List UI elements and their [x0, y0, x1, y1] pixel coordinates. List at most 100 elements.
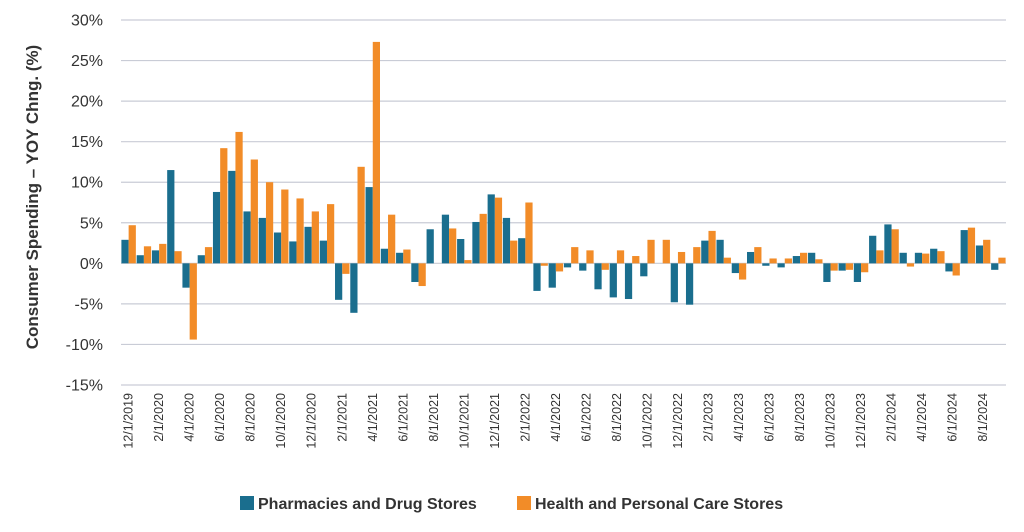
bar-pharmacies: [518, 238, 526, 264]
bar-pharmacies: [853, 263, 862, 282]
bar-health-personal-care: [342, 263, 350, 274]
bar-health-personal-care: [738, 263, 747, 280]
x-tick-label: 12/1/2023: [854, 393, 868, 449]
bar-health-personal-care: [586, 250, 594, 264]
x-tick-label: 12/1/2019: [122, 393, 136, 449]
bar-health-personal-care: [693, 247, 701, 264]
bar-pharmacies: [197, 255, 205, 264]
bar-pharmacies: [960, 230, 968, 264]
bar-pharmacies: [533, 263, 541, 291]
bar-health-personal-care: [250, 159, 258, 264]
bar-pharmacies: [258, 217, 266, 264]
bar-health-personal-care: [525, 202, 533, 264]
bar-health-personal-care: [235, 131, 243, 264]
bar-pharmacies: [304, 226, 312, 264]
bar-health-personal-care: [159, 243, 167, 264]
bar-health-personal-care: [281, 189, 289, 264]
x-tick-label: 4/1/2022: [549, 393, 563, 442]
bar-pharmacies: [899, 252, 907, 264]
bar-pharmacies: [884, 224, 892, 264]
bar-health-personal-care: [494, 197, 503, 264]
bar-pharmacies: [335, 263, 343, 300]
bar-pharmacies: [701, 240, 709, 264]
y-tick-label: 20%: [71, 94, 103, 111]
bar-health-personal-care: [601, 263, 609, 270]
x-tick-label: 10/1/2020: [274, 393, 288, 449]
x-tick-label: 8/1/2020: [244, 393, 258, 442]
bar-health-personal-care: [800, 252, 808, 264]
bar-health-personal-care: [998, 257, 1006, 264]
bar-health-personal-care: [479, 213, 487, 264]
y-axis: -15% -10% -5% 0% 5% 10% 15% 20% 25% 30%: [66, 13, 103, 395]
bar-health-personal-care: [220, 148, 228, 264]
bar-health-personal-care: [128, 225, 136, 264]
bar-health-personal-care: [449, 228, 457, 264]
bar-health-personal-care: [815, 259, 823, 264]
bar-pharmacies: [228, 170, 236, 264]
bar-health-personal-care: [174, 251, 182, 264]
bar-pharmacies: [808, 252, 816, 264]
bar-health-personal-care: [326, 204, 335, 264]
bar-health-personal-care: [647, 239, 655, 264]
bar-pharmacies: [151, 250, 160, 264]
bar-pharmacies: [121, 239, 129, 264]
x-tick-label: 12/1/2020: [305, 393, 319, 449]
bar-pharmacies: [685, 263, 694, 305]
bar-health-personal-care: [983, 239, 991, 264]
bar-pharmacies: [457, 239, 465, 264]
y-tick-label: 25%: [71, 53, 103, 70]
bar-pharmacies: [624, 263, 633, 300]
bar-pharmacies: [350, 263, 358, 313]
bar-pharmacies: [945, 263, 953, 272]
bar-health-personal-care: [616, 250, 625, 264]
legend: Pharmacies and Drug Stores Health and Per…: [240, 496, 783, 513]
x-tick-label: 8/1/2021: [427, 393, 441, 442]
bar-pharmacies: [640, 263, 648, 277]
bar-health-personal-care: [891, 229, 899, 264]
y-tick-label: -10%: [66, 337, 103, 354]
bar-health-personal-care: [754, 247, 762, 264]
bar-pharmacies: [487, 194, 495, 264]
bar-health-personal-care: [265, 182, 274, 264]
x-tick-label: 6/1/2020: [213, 393, 227, 442]
bar-pharmacies: [167, 170, 175, 264]
bar-health-personal-care: [952, 263, 960, 276]
bar-pharmacies: [182, 263, 190, 288]
bar-pharmacies: [914, 252, 923, 264]
bar-pharmacies: [212, 191, 221, 264]
bar-health-personal-care: [830, 263, 838, 271]
bar-pharmacies: [991, 263, 999, 270]
x-tick-label: 10/1/2021: [457, 393, 471, 449]
bar-pharmacies: [441, 214, 450, 264]
x-axis: 12/1/2019 2/1/2020 4/1/2020 6/1/2020 8/1/202…: [122, 393, 990, 449]
bar-health-personal-care: [296, 198, 304, 264]
bar-pharmacies: [319, 240, 327, 264]
x-tick-label: 6/1/2024: [946, 393, 960, 442]
x-tick-label: 6/1/2022: [579, 393, 593, 442]
bar-health-personal-care: [967, 227, 976, 264]
bar-pharmacies: [136, 255, 144, 264]
bar-pharmacies: [731, 263, 739, 274]
x-tick-label: 4/1/2024: [915, 393, 929, 442]
bar-pharmacies: [792, 256, 801, 264]
legend-swatch: [517, 496, 531, 510]
y-tick-label: 15%: [71, 134, 103, 151]
x-tick-label: 4/1/2020: [183, 393, 197, 442]
legend-label: Pharmacies and Drug Stores: [258, 496, 477, 513]
bar-health-personal-care: [876, 250, 884, 264]
x-tick-label: 2/1/2023: [702, 393, 716, 442]
y-tick-label: 10%: [71, 175, 103, 192]
bar-pharmacies: [426, 229, 434, 264]
bar-pharmacies: [411, 263, 419, 282]
bar-pharmacies: [548, 263, 556, 288]
bar-pharmacies: [273, 232, 282, 264]
bar-pharmacies: [747, 251, 755, 264]
bar-pharmacies: [823, 263, 831, 282]
x-tick-label: 10/1/2022: [640, 393, 654, 449]
bar-pharmacies: [838, 263, 846, 271]
bar-health-personal-care: [311, 211, 319, 264]
bars: [121, 41, 1006, 340]
bar-pharmacies: [975, 245, 984, 264]
